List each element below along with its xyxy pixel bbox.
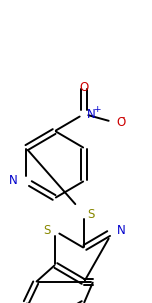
Text: +: + — [93, 105, 100, 115]
Text: -: - — [122, 114, 125, 122]
Text: N: N — [87, 108, 96, 121]
Text: N: N — [9, 175, 18, 188]
Text: N: N — [117, 225, 126, 238]
Text: O: O — [116, 115, 125, 128]
Text: O: O — [79, 81, 89, 94]
Text: S: S — [44, 225, 51, 238]
Text: S: S — [87, 208, 94, 221]
